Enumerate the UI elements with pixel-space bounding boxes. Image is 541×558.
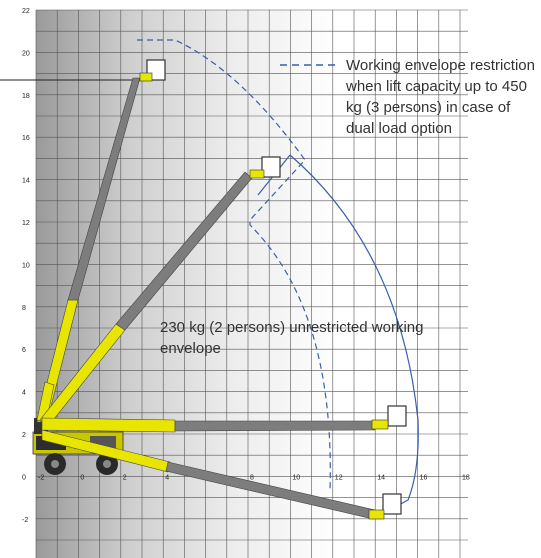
y-tick-label: 4	[22, 390, 26, 397]
y-tick-label: -2	[22, 517, 28, 524]
x-tick-label: 2	[123, 474, 127, 481]
x-tick-label: 12	[335, 474, 343, 481]
y-tick-label: 22	[22, 8, 30, 15]
legend-text-line2: when lift capacity up to 450	[345, 78, 527, 95]
legend-text-line1: Working envelope restriction	[346, 57, 535, 74]
x-tick-label: 14	[377, 474, 385, 481]
y-tick-label: 0	[22, 474, 26, 481]
y-tick-label: 20	[22, 50, 30, 57]
boom-position-horizontal	[41, 405, 407, 433]
boom-position-below-grade	[41, 429, 402, 520]
legend-text-line3: kg (3 persons) in case of	[346, 99, 511, 116]
y-tick-label: 8	[22, 305, 26, 312]
platform-basket	[382, 493, 402, 515]
boom-position-mid-height	[39, 156, 281, 425]
boom-position-max-height	[36, 59, 166, 424]
x-tick-label: 18	[462, 474, 470, 481]
platform-basket	[387, 405, 407, 427]
x-tick-label: 8	[250, 474, 254, 481]
y-tick-label: 16	[22, 135, 30, 142]
restricted-envelope-dashed	[137, 39, 331, 491]
y-tick-label: 18	[22, 93, 30, 100]
platform-basket	[261, 156, 281, 178]
x-tick-label: 4	[165, 474, 169, 481]
y-tick-label: 12	[22, 220, 30, 227]
y-tick-label: 10	[22, 262, 30, 269]
x-tick-label: 0	[80, 474, 84, 481]
annotation-line1: 230 kg (2 persons) unrestricted working	[160, 319, 423, 336]
x-tick-label: 10	[292, 474, 300, 481]
annotation-line2: envelope	[160, 340, 221, 357]
y-tick-label: 2	[22, 432, 26, 439]
legend-text-line4: dual load option	[346, 120, 452, 137]
x-tick-label: -2	[38, 474, 44, 481]
x-tick-label: 16	[420, 474, 428, 481]
y-tick-label: 14	[22, 178, 30, 185]
y-tick-label: 6	[22, 347, 26, 354]
